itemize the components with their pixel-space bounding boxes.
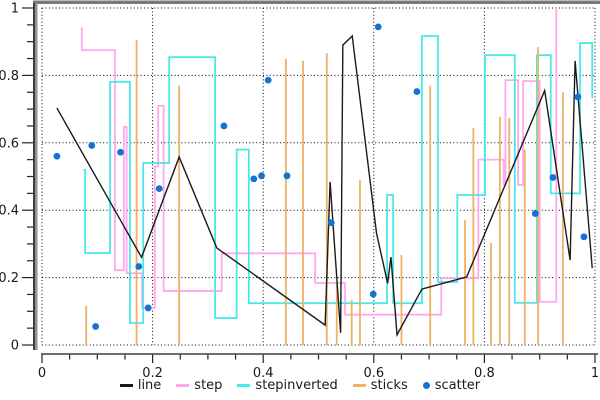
legend-label: step: [194, 378, 223, 393]
series: [53, 8, 594, 345]
legend-stepinverted-marker-dash-icon: [237, 384, 251, 387]
series-scatter: [53, 23, 588, 330]
series-line: [56, 34, 593, 338]
scatter-point: [144, 304, 152, 312]
x-tick-label: 1: [591, 366, 599, 381]
y-tick-label: 0.6: [0, 136, 19, 151]
scatter-point: [327, 219, 335, 227]
scatter-point: [283, 172, 291, 180]
legend-scatter-marker-dot-icon: [422, 382, 430, 389]
scatter-point: [53, 152, 61, 160]
legend-label: stepinverted: [255, 378, 338, 393]
scatter-point: [264, 76, 272, 84]
scatter-point: [117, 148, 124, 156]
scatter-point: [374, 23, 382, 31]
x-tick-label: 0: [38, 366, 46, 381]
scatter-point: [549, 174, 557, 181]
gridlines: [41, 7, 596, 346]
legend-line-marker-dash-icon: [119, 384, 133, 387]
scatter-point: [580, 233, 588, 241]
y-tick-label: 1: [11, 2, 19, 17]
axis-spines: [33, 0, 600, 355]
top-spine: [33, 0, 600, 4]
legend-label: scatter: [434, 378, 481, 393]
y-axis-ticks: [22, 7, 33, 346]
y-axis-spine-highlight: [35, 3, 38, 350]
x-tick-label: 0.4: [253, 366, 274, 381]
legend-label: line: [137, 378, 162, 393]
x-axis-ticks: [41, 354, 596, 363]
series-step: [80, 8, 558, 316]
scatter-point: [413, 88, 421, 95]
step-path: [80, 8, 558, 316]
x-axis-tick-labels: 0 0.2 0.4 0.6 0.8 1: [38, 366, 599, 381]
y-tick-label: 0.8: [0, 69, 19, 84]
series-sticks: [85, 40, 564, 345]
legend-item-sticks: sticks: [352, 378, 408, 393]
legend: line step stepinverted sticks scatter: [0, 378, 600, 393]
stepinverted-path: [83, 35, 594, 324]
scatter-point: [531, 210, 539, 217]
scatter-point: [258, 172, 265, 180]
scatter-point: [220, 122, 228, 130]
x-tick-label: 0.8: [474, 366, 495, 381]
legend-item-step: step: [176, 378, 222, 393]
x-tick-label: 0.6: [363, 366, 384, 381]
y-tick-label: 0: [11, 339, 19, 354]
legend-item-scatter: scatter: [422, 378, 481, 393]
line-path: [56, 34, 593, 338]
y-axis-tick-labels: 0 0.2 0.4 0.6 0.8 1: [0, 2, 19, 354]
legend-step-marker-dash-icon: [176, 384, 190, 387]
scatter-point: [574, 93, 582, 101]
legend-label: sticks: [370, 378, 408, 393]
scatter-point: [250, 175, 258, 183]
scatter-point: [88, 142, 96, 149]
y-axis-spine: [33, 3, 36, 350]
x-tick-label: 0.2: [142, 366, 163, 381]
y-tick-label: 0.2: [0, 271, 19, 286]
scatter-point: [92, 323, 100, 330]
legend-item-line: line: [119, 378, 162, 393]
scatter-point: [155, 185, 163, 193]
scatter-point: [135, 263, 143, 270]
scatter-point: [369, 290, 377, 298]
legend-sticks-marker-dash-icon: [352, 384, 366, 387]
y-tick-label: 0.4: [0, 204, 19, 219]
legend-item-stepinverted: stepinverted: [237, 378, 338, 393]
series-stepinverted: [83, 35, 594, 324]
